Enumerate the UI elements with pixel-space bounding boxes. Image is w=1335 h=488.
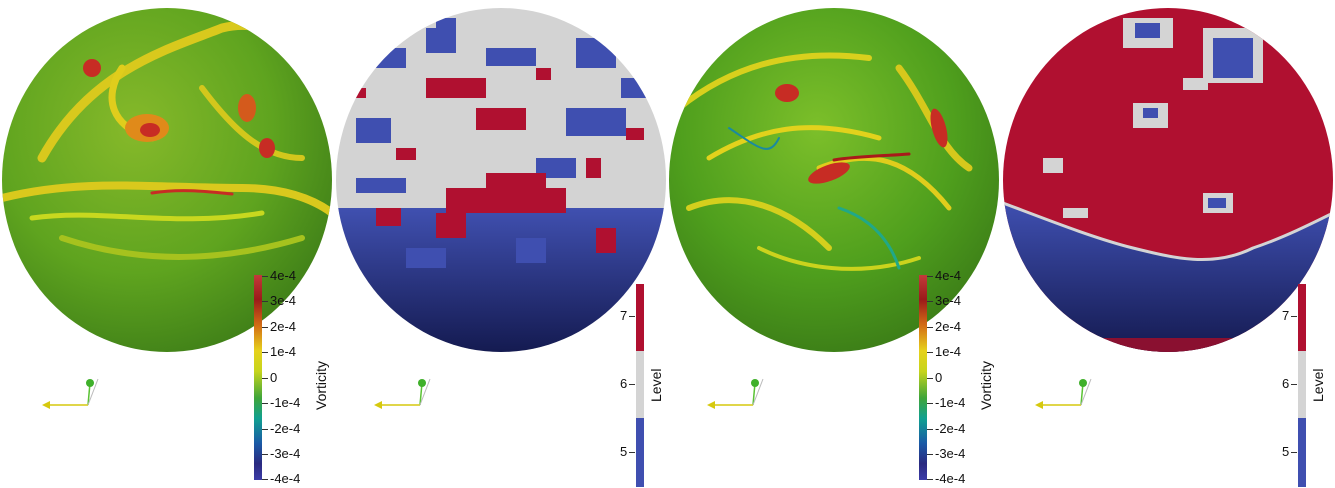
- colorbar-tick: -2e-4: [927, 422, 965, 435]
- vorticity-sphere: [2, 8, 332, 353]
- colorbar-tick: -2e-4: [262, 422, 300, 435]
- colorbar-tick: -3e-4: [262, 447, 300, 460]
- colorbar-title: Vorticity: [978, 360, 994, 410]
- colorbar-tick: 5: [1282, 445, 1299, 458]
- colorbar-tick: 7: [1282, 309, 1299, 322]
- colorbar-tick: 6: [1282, 377, 1299, 390]
- level-colorbar: [1298, 284, 1306, 487]
- colorbar-tick: -4e-4: [927, 472, 965, 485]
- colorbar-tick: -1e-4: [927, 396, 965, 409]
- colorbar-tick: 7: [620, 309, 637, 322]
- colorbar-tick: 0: [262, 371, 277, 384]
- colorbar-title: Level: [648, 368, 664, 402]
- level-sphere: [1003, 8, 1333, 353]
- colorbar-tick: 6: [620, 377, 637, 390]
- orientation-axes-widget: [705, 375, 765, 420]
- level-sphere: [336, 8, 666, 353]
- vorticity-sphere: [669, 8, 999, 353]
- colorbar-tick: -1e-4: [262, 396, 300, 409]
- colorbar-tick: 3e-4: [262, 294, 296, 307]
- colorbar-tick: 2e-4: [927, 320, 961, 333]
- colorbar-tick: 0: [927, 371, 942, 384]
- panel-level-1: 7 6 5 Level: [334, 0, 668, 488]
- colorbar-tick: 5: [620, 445, 637, 458]
- colorbar-title: Level: [1310, 368, 1326, 402]
- colorbar-tick: -4e-4: [262, 472, 300, 485]
- panel-vorticity-1: 4e-4 3e-4 2e-4 1e-4 0 -1e-4 -2e-4 -3e-4 …: [0, 0, 334, 488]
- colorbar-title: Vorticity: [313, 360, 329, 410]
- colorbar-tick: 2e-4: [262, 320, 296, 333]
- colorbar-tick: 1e-4: [927, 345, 961, 358]
- colorbar-tick: 1e-4: [262, 345, 296, 358]
- colorbar-tick: -3e-4: [927, 447, 965, 460]
- panel-level-2: 7 6 5 Level: [1001, 0, 1335, 488]
- colorbar-tick: 4e-4: [927, 269, 961, 282]
- panel-vorticity-2: 4e-4 3e-4 2e-4 1e-4 0 -1e-4 -2e-4 -3e-4 …: [667, 0, 1001, 488]
- orientation-axes-widget: [40, 375, 100, 420]
- colorbar-tick: 4e-4: [262, 269, 296, 282]
- vorticity-colorbar: [254, 275, 262, 480]
- level-colorbar: [636, 284, 644, 487]
- colorbar-tick: 3e-4: [927, 294, 961, 307]
- orientation-axes-widget: [372, 375, 432, 420]
- vorticity-colorbar: [919, 275, 927, 480]
- orientation-axes-widget: [1033, 375, 1093, 420]
